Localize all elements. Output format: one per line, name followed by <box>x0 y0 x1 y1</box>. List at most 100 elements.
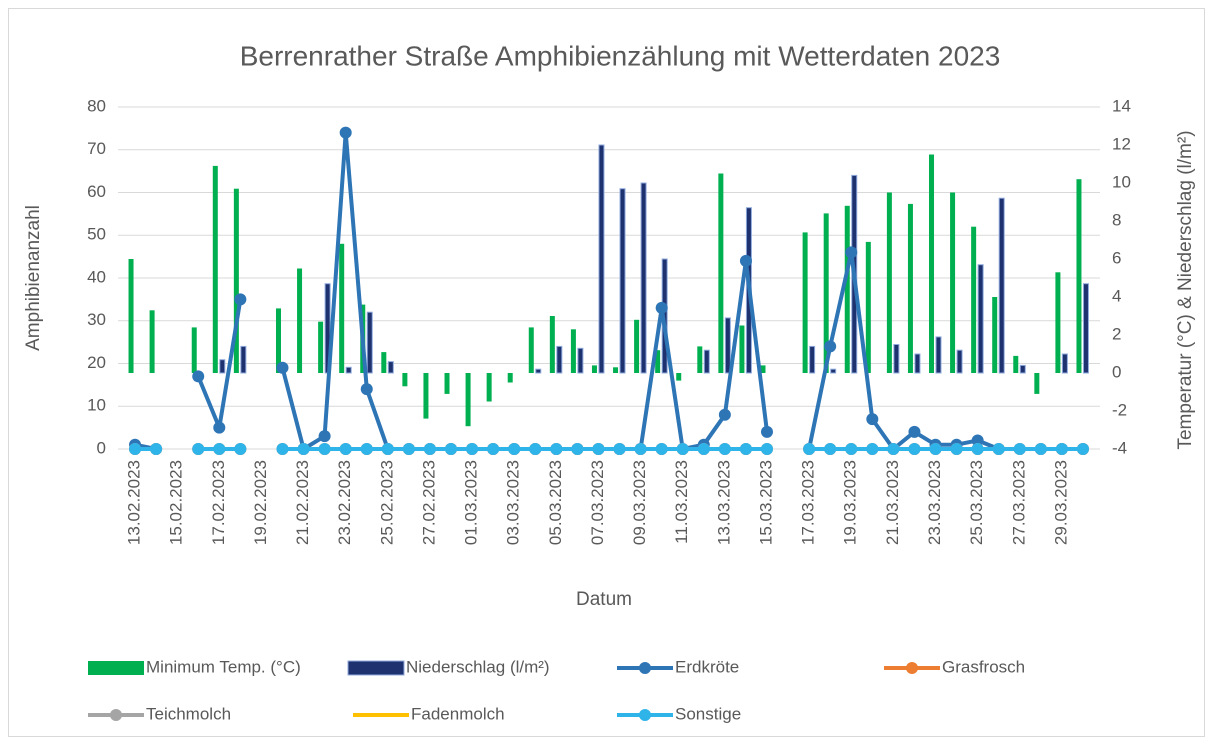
y2-tick-label: 12 <box>1112 134 1131 153</box>
y-tick-label: 20 <box>87 353 106 372</box>
bar <box>423 373 429 419</box>
line-marker <box>929 443 942 455</box>
y-tick-label: 10 <box>87 396 106 415</box>
bar <box>240 345 247 374</box>
bar <box>577 347 584 374</box>
bar <box>823 213 829 373</box>
bar <box>444 373 450 394</box>
bar <box>212 165 218 373</box>
bar <box>1055 272 1061 373</box>
line-marker <box>718 443 731 455</box>
bar <box>950 192 956 373</box>
line-marker <box>466 443 479 455</box>
line-marker <box>676 443 689 455</box>
bar <box>318 321 324 373</box>
y-tick-label: 60 <box>87 182 106 201</box>
line-marker <box>739 254 752 267</box>
line-marker <box>150 443 163 455</box>
line-marker <box>866 413 879 426</box>
y-axis-title: Amphibienanzahl <box>23 205 44 351</box>
bar <box>570 329 576 373</box>
line-marker <box>908 425 921 438</box>
line-marker <box>192 443 205 455</box>
bar <box>640 182 647 374</box>
line-marker <box>655 301 668 314</box>
bar <box>535 368 542 374</box>
bar <box>128 259 134 373</box>
bar <box>802 232 808 373</box>
bar <box>676 373 682 381</box>
line-marker <box>318 443 331 455</box>
x-tick-label: 25.03.2023 <box>967 460 986 545</box>
y-tick-label: 50 <box>87 225 106 244</box>
line-marker <box>487 443 500 455</box>
bar <box>387 361 394 374</box>
bar <box>655 350 661 373</box>
line-marker <box>971 443 984 455</box>
bar <box>977 264 984 374</box>
line-marker <box>1034 443 1047 455</box>
legend-label: Teichmolch <box>146 704 231 723</box>
line-marker <box>824 340 837 353</box>
line-marker <box>213 443 226 455</box>
bar <box>893 344 900 374</box>
bar <box>486 373 492 402</box>
legend-label: Minimum Temp. (°C) <box>146 657 301 676</box>
bar <box>992 297 998 373</box>
y2-tick-label: 2 <box>1112 324 1121 343</box>
line-marker <box>213 421 226 434</box>
x-tick-label: 11.03.2023 <box>672 460 691 544</box>
bar <box>886 192 892 373</box>
line-marker <box>866 443 879 455</box>
line-marker <box>276 443 289 455</box>
bar <box>634 319 640 373</box>
bar <box>724 317 731 374</box>
line-marker <box>760 443 773 455</box>
line-marker <box>971 434 984 447</box>
x-tick-label: 17.02.2023 <box>209 460 228 545</box>
legend-marker <box>110 709 122 721</box>
line-marker <box>887 443 900 455</box>
legend-label: Sonstige <box>675 704 741 723</box>
x-tick-label: 15.02.2023 <box>167 460 186 545</box>
bar <box>1076 179 1082 373</box>
x-tick-label: 17.03.2023 <box>799 460 818 545</box>
line-marker <box>339 443 352 455</box>
y2-tick-label: 4 <box>1112 286 1121 305</box>
line-marker <box>571 443 584 455</box>
legend-label: Fadenmolch <box>411 704 505 723</box>
bar <box>297 268 303 373</box>
x-axis-title: Datum <box>576 589 632 610</box>
bar <box>465 373 471 427</box>
bar <box>528 327 534 373</box>
legend-swatch <box>88 661 144 675</box>
x-tick-label: 03.03.2023 <box>504 460 523 545</box>
bar <box>381 352 387 373</box>
line-marker <box>845 246 858 259</box>
line-marker <box>760 425 773 438</box>
line-marker <box>234 293 247 306</box>
line-marker <box>634 443 647 455</box>
bar <box>339 243 345 373</box>
y-tick-label: 80 <box>87 96 106 115</box>
bar <box>233 188 239 373</box>
bar <box>865 241 871 373</box>
line-marker <box>445 443 458 455</box>
bar <box>914 353 921 374</box>
bar <box>929 154 935 373</box>
x-tick-label: 19.03.2023 <box>841 460 860 545</box>
line-marker <box>297 443 310 455</box>
line-marker <box>592 443 605 455</box>
bar <box>613 367 619 373</box>
line-marker <box>318 430 331 443</box>
bar <box>718 173 724 373</box>
bar <box>591 365 597 373</box>
line-marker <box>1055 443 1068 455</box>
bar <box>1013 355 1019 373</box>
bar <box>844 205 850 373</box>
legend-swatch <box>347 660 405 676</box>
bar <box>366 311 373 374</box>
line-marker <box>192 370 205 383</box>
bar <box>1082 283 1089 374</box>
y-tick-label: 40 <box>87 267 106 286</box>
